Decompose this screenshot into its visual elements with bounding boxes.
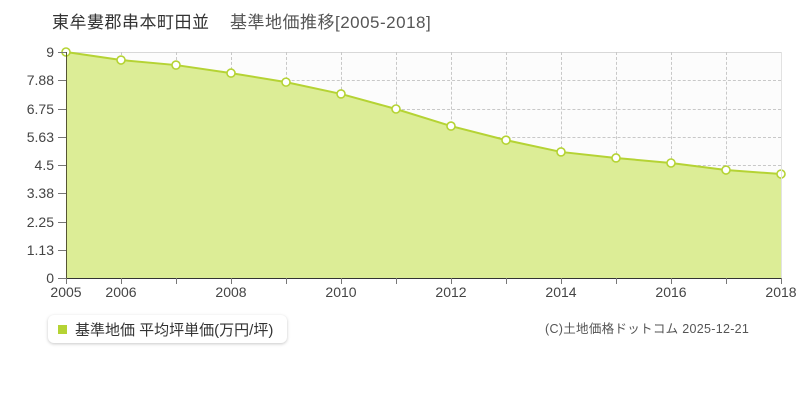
x-axis-tick [121, 278, 122, 284]
y-axis-tick [58, 278, 66, 279]
y-axis-tick [58, 221, 66, 223]
x-axis-tick [781, 278, 782, 284]
x-axis-tick [231, 278, 232, 284]
chart-title-sub: 基準地価推移[2005-2018] [229, 13, 432, 32]
legend-label: 基準地価 平均坪単価(万円/坪) [75, 321, 274, 339]
legend-swatch-icon [58, 324, 67, 334]
series-area-fill [66, 52, 781, 278]
gridline-vertical [726, 52, 727, 278]
chart-title: 東牟婁郡串本町田並 基準地価推移[2005-2018] [52, 8, 431, 33]
x-axis-label: 2012 [435, 284, 467, 300]
y-axis-tick [58, 249, 66, 251]
y-axis-tick [58, 193, 66, 195]
x-axis-tick [396, 278, 397, 284]
credit-text: (C)土地価格ドットコム 2025-12-21 [545, 322, 750, 336]
y-axis-label: 1.13 [26, 241, 54, 258]
y-axis-label: 3.38 [26, 185, 54, 202]
y-axis-label: 5.63 [26, 128, 54, 145]
chart-title-main: 東牟婁郡串本町田並 [52, 13, 210, 32]
data-point-marker[interactable] [391, 104, 401, 114]
x-axis-tick [66, 278, 67, 284]
data-series-area [61, 47, 786, 278]
y-axis-label: 2.25 [26, 213, 54, 230]
data-point-marker[interactable] [336, 89, 346, 99]
x-axis-label: 2016 [655, 284, 687, 300]
data-point-marker[interactable] [226, 68, 236, 78]
data-point-marker[interactable] [171, 60, 181, 70]
y-axis-line [66, 52, 67, 279]
y-axis-tick [58, 108, 66, 110]
x-axis-label: 2005 [50, 284, 82, 300]
x-axis-tick [671, 278, 672, 284]
x-axis-tick [341, 278, 342, 284]
data-point-marker[interactable] [556, 147, 566, 157]
x-axis-tick [286, 278, 287, 284]
y-axis-tick [58, 80, 66, 82]
y-axis-tick [58, 165, 66, 166]
data-point-marker[interactable] [501, 135, 511, 145]
x-axis-tick [176, 278, 177, 284]
y-axis-label: 4.5 [34, 157, 54, 173]
legend[interactable]: 基準地価 平均坪単価(万円/坪) [48, 315, 288, 343]
data-point-marker[interactable] [666, 158, 676, 168]
y-axis-label: 9 [46, 44, 54, 60]
gridline-horizontal [66, 80, 781, 82]
gridline-horizontal [66, 52, 781, 53]
x-axis-label: 2008 [215, 284, 247, 300]
x-axis-tick [561, 278, 562, 284]
x-axis-tick [506, 278, 507, 284]
y-axis-label: 0 [46, 270, 54, 286]
plot-area [61, 47, 786, 278]
data-point-marker[interactable] [281, 77, 291, 87]
y-axis-label: 7.88 [26, 72, 54, 89]
data-point-marker[interactable] [611, 153, 621, 163]
series-line [65, 51, 782, 176]
gridline-horizontal [66, 108, 781, 110]
y-axis-tick [58, 136, 66, 138]
x-axis-line [66, 278, 782, 279]
x-axis-label: 2010 [325, 284, 357, 300]
x-axis-label: 2006 [105, 284, 137, 300]
y-axis-label: 6.75 [26, 100, 54, 117]
x-axis-tick [451, 278, 452, 284]
data-point-marker[interactable] [721, 165, 731, 175]
data-point-marker[interactable] [116, 55, 126, 65]
y-axis-tick [58, 52, 66, 53]
plot-right-border [781, 52, 782, 279]
x-axis-label: 2014 [545, 284, 577, 300]
x-axis-tick [726, 278, 727, 284]
x-axis-tick [616, 278, 617, 284]
x-axis-label: 2018 [765, 284, 797, 300]
data-point-marker[interactable] [446, 121, 456, 131]
